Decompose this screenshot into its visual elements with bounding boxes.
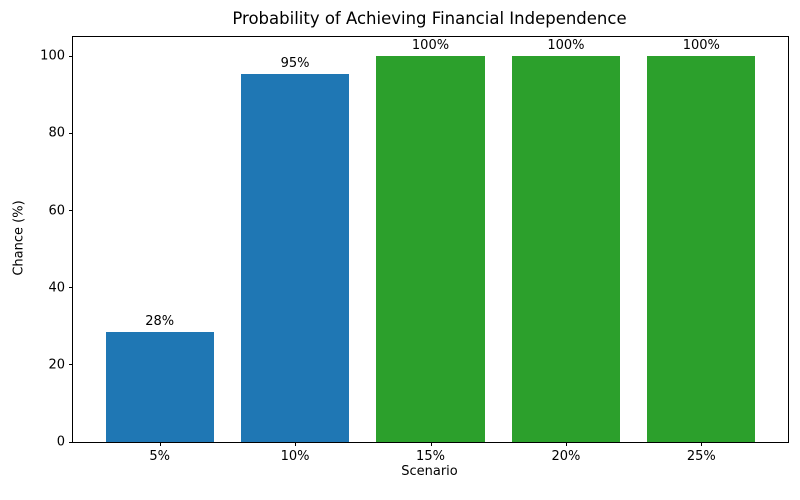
bar-25-percent (647, 56, 756, 442)
y-tick-mark (69, 287, 73, 289)
x-tick-mark (430, 442, 432, 446)
x-tick-label: 25% (686, 449, 716, 464)
chart-title: Probability of Achieving Financial Indep… (232, 9, 627, 28)
y-tick-label: 80 (48, 125, 65, 141)
bar-5-percent (105, 332, 214, 442)
x-tick-mark (701, 442, 703, 446)
y-tick-mark (69, 364, 73, 366)
x-tick-label: 10% (280, 449, 310, 464)
bar-value-label: 100% (547, 38, 585, 54)
bar-10-percent (240, 73, 350, 442)
y-tick-label: 60 (48, 203, 65, 219)
y-tick-mark (69, 132, 73, 134)
x-tick-label: 15% (416, 449, 445, 464)
y-tick-label: 40 (48, 280, 65, 296)
bar-15-percent (376, 56, 485, 442)
x-axis-label: Scenario (401, 464, 458, 479)
y-axis-label: Chance (%) (11, 200, 27, 276)
y-tick-mark (69, 210, 73, 212)
y-tick-label: 20 (48, 357, 65, 373)
x-tick-mark (295, 442, 297, 446)
bar-value-label: 95% (280, 55, 310, 71)
y-tick-label: 100 (40, 48, 65, 64)
x-tick-label: 5% (149, 449, 170, 464)
bar-value-label: 100% (682, 38, 720, 54)
x-tick-label: 20% (551, 449, 581, 464)
bar-20-percent (511, 56, 621, 442)
x-tick-mark (159, 442, 161, 446)
bar-value-label: 28% (145, 314, 175, 330)
y-tick-label: 0 (56, 434, 65, 450)
bar-value-label: 100% (411, 38, 450, 54)
y-tick-mark (69, 441, 73, 443)
y-tick-mark (69, 55, 73, 57)
x-tick-mark (565, 442, 567, 446)
plot-area: 0 20 40 60 80 100 28% 5% 95% 10% 100% 15% 100% 20% 100… (40, 36, 789, 464)
